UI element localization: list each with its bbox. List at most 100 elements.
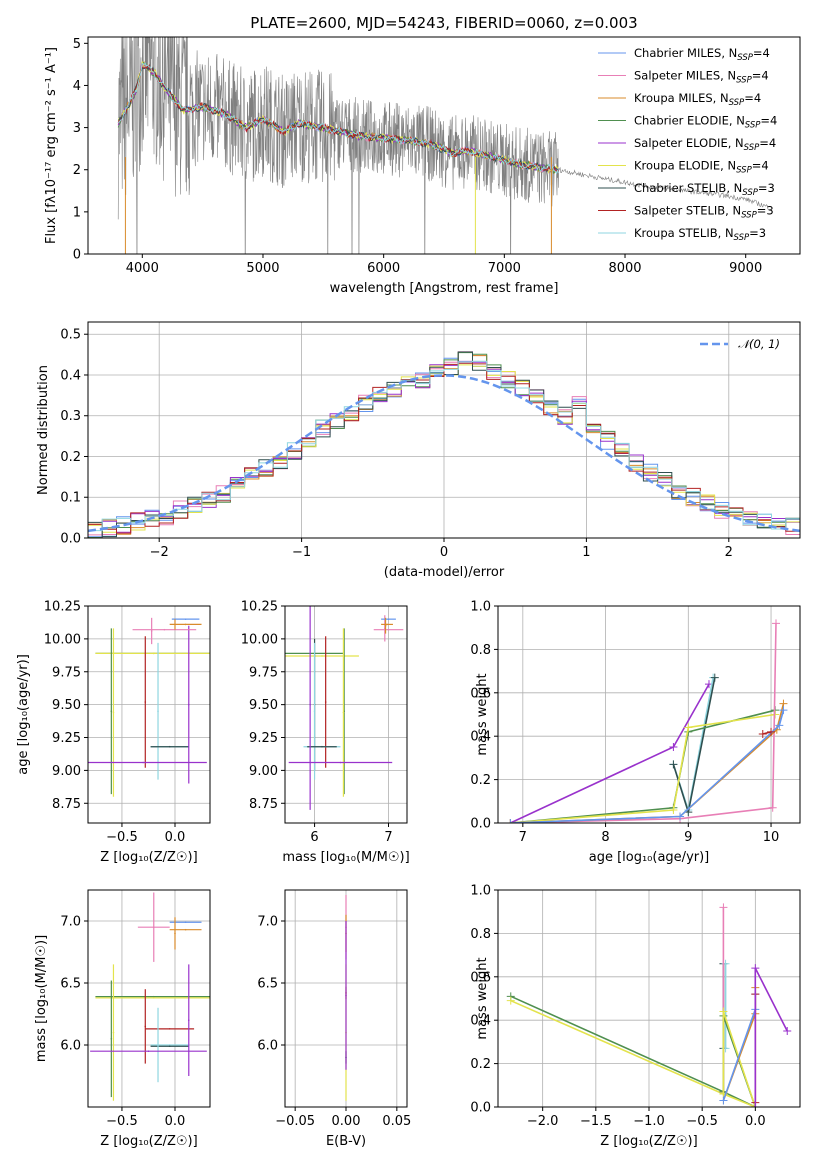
x-axis-label: wavelength [Angstrom, rest frame]: [330, 281, 559, 296]
data-point: [144, 1025, 147, 1028]
y-tick-label: 0.8: [470, 927, 491, 942]
legend-label: Salpeter ELODIE, NSSP=4: [634, 136, 776, 153]
x-axis-label: E(B-V): [326, 1134, 366, 1149]
data-point: [152, 652, 155, 655]
x-tick-label: 7: [519, 830, 527, 845]
data-point: [168, 1028, 171, 1030]
y-tick-label: 0.0: [470, 1101, 491, 1116]
data-point: [187, 1019, 190, 1021]
legend-label: 𝒩(0, 1): [738, 337, 780, 351]
data-point: [184, 921, 187, 924]
legend-sub: SSP: [729, 98, 745, 108]
data-point: [168, 1044, 171, 1046]
data-point: [147, 1050, 150, 1052]
mass-vs-extinction-panel: −0.05 0.00 0.05 6.0 6.5 7.0 E(B-V): [257, 889, 411, 1149]
data-point: [174, 623, 176, 626]
axes-frame: [284, 605, 408, 824]
y-tick-label: 7.0: [60, 915, 81, 930]
data-spectrum-line: [117, 37, 770, 254]
data-point: [342, 711, 345, 714]
y-tick-label: 0.6: [470, 686, 491, 701]
data-point: [168, 745, 171, 748]
y-tick-label: 3: [73, 121, 81, 136]
weight-vs-metallicity-panel: −2.0 −1.5 −1.0 −0.5 0.0 0.0 0.2 0.4 0.6 0.8 1.0 Z […: [470, 884, 801, 1149]
legend-label: Chabrier STELIB, NSSP=3: [634, 181, 775, 198]
x-tick-label: 4000: [126, 261, 159, 276]
plot-area: [88, 617, 210, 797]
x-tick-label: 9: [684, 830, 692, 845]
age-vs-mass-panel: 6 7 8.75 9.00 9.25 9.50 9.75 10.00 10.25 mass [lo…: [241, 600, 410, 866]
legend-sub: SSP: [744, 143, 760, 153]
legend-tail: =4: [744, 91, 761, 105]
y-tick-label: 10.25: [44, 600, 81, 615]
x-tick-label: 0.0: [165, 1114, 186, 1129]
legend-label: Chabrier MILES, NSSP=4: [634, 46, 770, 63]
x-tick-label: 10: [763, 830, 780, 845]
x-tick-label: −0.5: [106, 1114, 138, 1129]
plus-marker: [775, 721, 784, 730]
x-tick-label: −1: [292, 545, 311, 560]
legend-text: Kroupa ELODIE,: [634, 159, 727, 173]
y-tick-label: 4: [73, 79, 81, 94]
legend-label: Chabrier ELODIE, NSSP=4: [634, 114, 777, 131]
legend-label: Kroupa ELODIE, NSSP=4: [634, 159, 769, 176]
spectrum-panel: 4000 5000 6000 7000 8000 9000 0 1 2 3 4 5 wavelength…: [44, 14, 801, 296]
legend-text: Salpeter ELODIE,: [634, 136, 735, 150]
y-tick-label: 6.5: [60, 977, 81, 992]
plus-marker: [772, 619, 781, 628]
axes-frame: [87, 36, 801, 255]
normal-curve: [88, 374, 800, 533]
legend-text: Chabrier MILES,: [634, 46, 729, 60]
plus-marker: [779, 706, 788, 715]
legend-n: N: [734, 181, 743, 195]
y-tick-label: 1: [73, 205, 81, 220]
data-point: [150, 630, 153, 632]
x-tick-label: −0.5: [106, 830, 138, 845]
data-point: [321, 745, 323, 748]
y-tick-label: 7.0: [257, 915, 278, 930]
legend-n: N: [732, 204, 741, 218]
legend-tail: =4: [760, 114, 777, 128]
legend-sub: SSP: [737, 53, 753, 63]
legend-text: Salpeter MILES,: [634, 69, 727, 83]
data-point: [339, 761, 342, 764]
x-axis-label: age [log₁₀(age/yr)]: [589, 850, 710, 865]
plus-marker: [710, 673, 719, 682]
axes-frame: [87, 321, 801, 539]
axes-frame: [497, 889, 801, 1108]
x-axis-label: mass [log₁₀(M/M☉)]: [282, 850, 409, 865]
data-point: [142, 761, 144, 764]
y-tick-label: 5: [73, 37, 81, 52]
x-axis-label: Z [log₁₀(Z/Z☉)]: [100, 1134, 197, 1149]
plus-marker: [506, 996, 515, 1005]
y-tick-label: 0.4: [470, 1014, 491, 1029]
y-axis-label: mass [log₁₀(M/M☉)]: [34, 935, 49, 1062]
y-tick-label: 0.5: [60, 328, 81, 343]
y-tick-label: 9.25: [249, 731, 278, 746]
y-tick-label: 9.00: [249, 764, 278, 779]
plus-marker: [751, 1103, 760, 1107]
legend-n: N: [736, 114, 745, 128]
legend-tail: =3: [749, 226, 766, 240]
plus-marker: [676, 812, 685, 821]
data-point: [157, 1044, 159, 1046]
legend-label: Salpeter STELIB, NSSP=3: [634, 204, 774, 221]
x-tick-label: 7: [384, 830, 392, 845]
y-tick-label: 9.25: [52, 731, 81, 746]
legend-tail: =3: [758, 181, 775, 195]
data-point: [387, 618, 390, 620]
legend-label: Kroupa STELIB, NSSP=3: [634, 226, 766, 243]
legend-tail: =4: [753, 46, 770, 60]
chart-title: PLATE=2600, MJD=54243, FIBERID=0060, z=0…: [250, 14, 637, 32]
y-tick-label: 9.50: [52, 698, 81, 713]
y-tick-label: 10.00: [241, 632, 278, 647]
data-point: [184, 618, 187, 620]
data-point: [387, 628, 390, 631]
legend-n: N: [720, 91, 729, 105]
data-point: [184, 623, 187, 626]
y-tick-label: 9.00: [52, 764, 81, 779]
weight-line-chabrier_miles: [722, 994, 757, 1101]
data-point: [163, 628, 166, 631]
y-axis-label: Normed distribution: [36, 365, 51, 495]
